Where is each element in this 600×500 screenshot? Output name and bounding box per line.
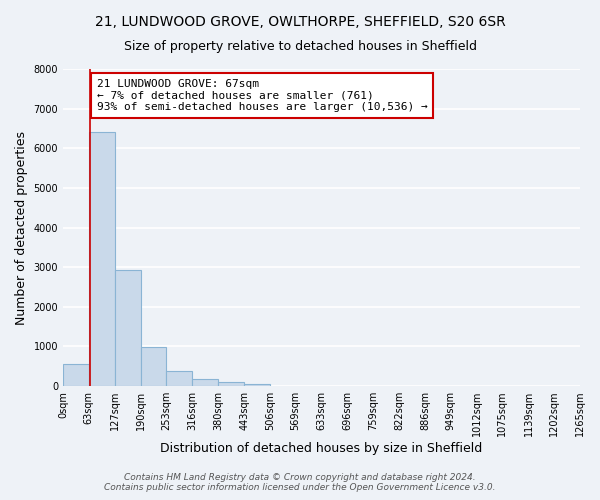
- Bar: [89, 132, 115, 386]
- Bar: [218, 382, 244, 386]
- X-axis label: Distribution of detached houses by size in Sheffield: Distribution of detached houses by size …: [160, 442, 482, 455]
- Y-axis label: Number of detacted properties: Number of detacted properties: [15, 130, 28, 324]
- Text: Size of property relative to detached houses in Sheffield: Size of property relative to detached ho…: [124, 40, 476, 53]
- Bar: [166, 371, 192, 386]
- Text: 21, LUNDWOOD GROVE, OWLTHORPE, SHEFFIELD, S20 6SR: 21, LUNDWOOD GROVE, OWLTHORPE, SHEFFIELD…: [95, 15, 505, 29]
- Bar: [192, 379, 218, 386]
- Bar: [63, 364, 89, 386]
- Bar: [115, 270, 140, 386]
- Bar: [244, 384, 270, 386]
- Text: Contains HM Land Registry data © Crown copyright and database right 2024.
Contai: Contains HM Land Registry data © Crown c…: [104, 473, 496, 492]
- Bar: [140, 347, 166, 386]
- Text: 21 LUNDWOOD GROVE: 67sqm
← 7% of detached houses are smaller (761)
93% of semi-d: 21 LUNDWOOD GROVE: 67sqm ← 7% of detache…: [97, 79, 427, 112]
